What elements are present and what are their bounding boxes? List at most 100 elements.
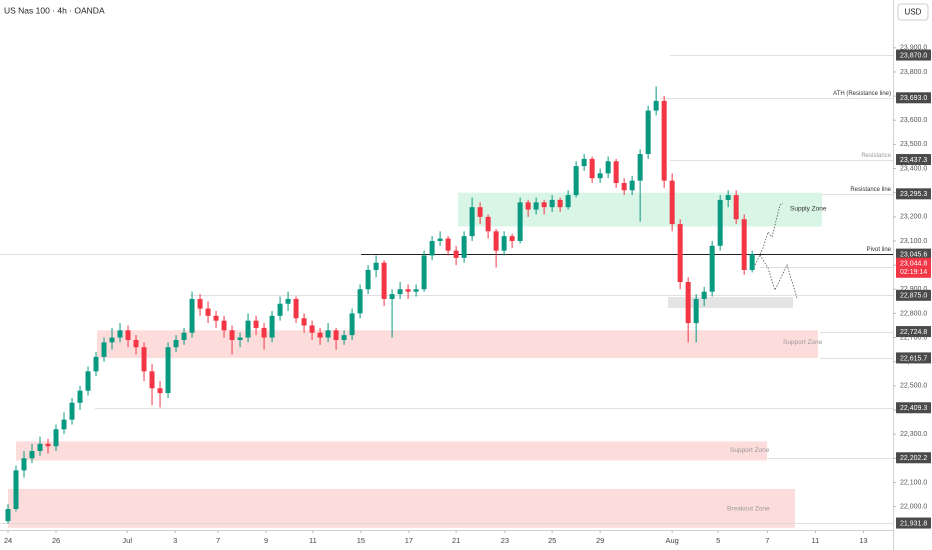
y-tick-label: 22,800.0	[900, 310, 927, 317]
x-tick-label: 11	[811, 536, 819, 545]
candle-body	[413, 289, 419, 292]
level-note: Resistance	[861, 153, 891, 159]
axes: 22,000.022,100.022,200.022,300.022,400.0…	[4, 45, 931, 545]
candle-body	[37, 443, 43, 452]
candle-body	[229, 330, 235, 340]
price-box	[896, 248, 931, 260]
zone	[97, 330, 818, 359]
candle-body	[13, 470, 19, 509]
zone	[8, 488, 795, 528]
levels: ATH (Resistance line) Resistance Resistanc…	[0, 55, 893, 524]
candle-body	[61, 419, 67, 430]
price-box	[896, 92, 931, 104]
candle-body	[581, 158, 587, 167]
candle-body	[557, 199, 563, 208]
candle-body	[101, 342, 107, 357]
candle-body	[197, 298, 203, 309]
candle-body	[533, 202, 539, 210]
price-box	[896, 517, 931, 529]
chart-title: US Nas 100 · 4h · OANDA	[4, 5, 105, 15]
candle-body	[149, 371, 155, 389]
x-tick-label: Aug	[665, 536, 678, 545]
candles	[5, 86, 755, 524]
candle-body	[261, 327, 267, 338]
price-box-label: 23,437.3	[900, 157, 927, 164]
price-box	[896, 154, 931, 166]
zone	[16, 441, 767, 461]
x-tick-label: 5	[716, 536, 720, 545]
x-tick-label: 26	[52, 536, 60, 545]
candle-body	[117, 330, 123, 338]
currency[interactable]: USD	[905, 8, 922, 17]
price-box-label: 23,870.0	[900, 52, 927, 59]
candle-body	[517, 202, 523, 241]
candle-body	[701, 291, 707, 299]
last-price-box	[896, 257, 931, 278]
x-tick-label: 11	[309, 536, 317, 545]
x-tick-label: 13	[859, 536, 867, 545]
candle-body	[597, 173, 603, 179]
price-box	[896, 289, 931, 301]
candle-body	[253, 320, 259, 328]
target-box	[668, 297, 793, 308]
y-tick-label: 23,100.0	[900, 238, 927, 245]
candle-body	[333, 330, 339, 340]
candle-body	[749, 254, 755, 270]
candle-body	[293, 298, 299, 319]
x-tick-label: 9	[264, 536, 268, 545]
price-box	[896, 402, 931, 414]
candle-body	[69, 402, 75, 420]
candle-body	[173, 339, 179, 348]
candle-body	[485, 216, 491, 232]
candle-body	[341, 335, 347, 340]
x-tick-label: 7	[216, 536, 220, 545]
candle-body	[357, 289, 363, 314]
x-tick-label: Jul	[122, 536, 132, 545]
candle-body	[53, 429, 59, 447]
candle-body	[541, 202, 547, 208]
y-tick-label: 22,700.0	[900, 334, 927, 341]
candle-body	[189, 298, 195, 333]
x-tick-label: 29	[596, 536, 604, 545]
x-tick-label: 7	[765, 536, 769, 545]
candle-body	[669, 180, 675, 225]
price-box-label: 23,693.0	[900, 95, 927, 102]
projection	[754, 202, 798, 299]
level-note: ATH (Resistance line)	[833, 91, 891, 97]
candle-body	[437, 238, 443, 241]
x-tick-label: 21	[452, 536, 460, 545]
y-tick-label: 23,400.0	[900, 165, 927, 172]
candle-body	[21, 458, 27, 471]
zone-label: Supply Zone	[790, 205, 827, 212]
candle-body	[725, 195, 731, 200]
candle-body	[709, 245, 715, 292]
candle-body	[389, 294, 395, 299]
currency-button[interactable]	[897, 3, 929, 21]
candle-body	[421, 255, 427, 290]
candle-body	[77, 390, 83, 403]
price-box	[896, 452, 931, 464]
candle-body	[637, 154, 643, 181]
candle-body	[109, 337, 115, 343]
candle-body	[741, 219, 747, 270]
price-box-label: 22,202.2	[900, 455, 927, 462]
y-tick-label: 23,200.0	[900, 214, 927, 221]
price-box-label: 22,615.7	[900, 355, 927, 362]
candle-body	[589, 158, 595, 179]
last-price-label: 23,044.8	[900, 261, 927, 268]
price-box-label: 23,045.6	[900, 251, 927, 258]
countdown: 02:19:14	[900, 269, 927, 276]
candle-body	[429, 240, 435, 256]
candle-body	[381, 262, 387, 299]
candle-body	[93, 356, 99, 372]
candle-body	[125, 330, 131, 340]
candle-body	[237, 337, 243, 340]
candle-body	[269, 315, 275, 338]
x-tick-label: 24	[4, 536, 12, 545]
candle-body	[157, 388, 163, 394]
price-box-label: 22,724.8	[900, 329, 927, 336]
y-tick-label: 23,600.0	[900, 117, 927, 124]
level-note: Pivot line	[867, 247, 892, 253]
candle-body	[565, 195, 571, 208]
